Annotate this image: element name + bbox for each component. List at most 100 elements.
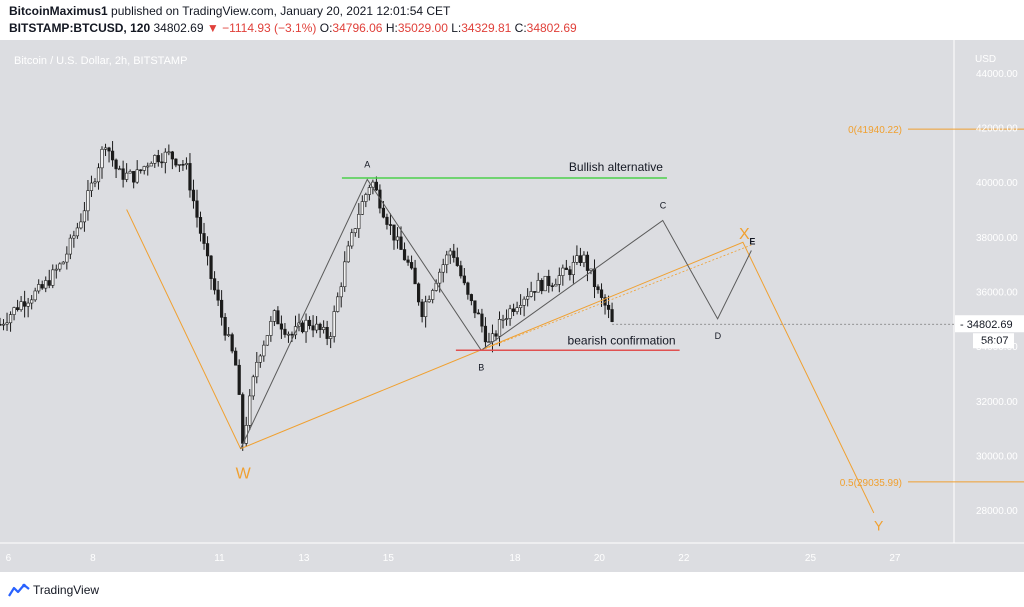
candle-body <box>248 395 252 426</box>
candle-body <box>107 147 111 152</box>
candle-body <box>448 250 452 256</box>
candle-body <box>592 268 597 288</box>
candle-body <box>15 307 20 311</box>
candle-body <box>51 269 55 286</box>
low-label: L: <box>451 21 462 35</box>
candle-body <box>205 243 210 257</box>
candle-body <box>339 286 343 298</box>
wave-label-y: Y <box>874 518 884 534</box>
candle-body <box>132 171 136 183</box>
candle-body <box>237 364 241 395</box>
candle-body <box>177 164 182 166</box>
wxy-orange-line <box>126 209 875 514</box>
candle-body <box>490 333 495 342</box>
candle-body <box>350 232 354 247</box>
candle-body <box>336 296 340 312</box>
fib-level-label: 0(41940.22) <box>848 125 902 136</box>
candle-body <box>536 280 540 293</box>
candle-body <box>392 224 396 241</box>
candle-body <box>589 268 593 271</box>
candle-body <box>202 233 206 244</box>
last-price-box <box>955 315 1024 333</box>
candle-body <box>223 317 227 336</box>
candle-body <box>167 151 171 154</box>
y-tick-label: 34000.00 <box>976 342 1018 353</box>
candle-body <box>346 245 350 263</box>
candle-body <box>445 254 449 266</box>
x-tick-label: 13 <box>298 553 310 564</box>
ohlc-line: BITSTAMP:BTCUSD, 120 34802.69 ▼ −1114.93… <box>9 21 577 35</box>
candle-body <box>79 221 83 229</box>
candle-body <box>212 278 217 291</box>
candle-body <box>571 261 575 275</box>
candle-body <box>61 261 65 265</box>
candle-body <box>149 163 153 167</box>
candle-body <box>65 253 69 263</box>
candle-body <box>431 290 435 300</box>
high-label: H: <box>385 21 398 35</box>
candle-body <box>135 169 139 183</box>
candle-body <box>188 163 192 191</box>
bullish-alternative-label: Bullish alternative <box>569 160 663 174</box>
candle-body <box>424 301 428 317</box>
candle-body <box>44 280 48 289</box>
candle-body <box>385 216 389 225</box>
candle-body <box>322 326 326 330</box>
author-name[interactable]: BitcoinMaximus1 <box>9 4 108 18</box>
candle-body <box>360 201 364 215</box>
candle-body <box>388 224 393 226</box>
x-tick-label: 15 <box>383 553 395 564</box>
candle-body <box>1 323 6 326</box>
candle-body <box>255 361 259 378</box>
candle-body <box>575 255 579 263</box>
y-tick-label: 28000.00 <box>976 506 1018 517</box>
wave-label-b: B <box>478 362 484 372</box>
triangle-boundary-line <box>481 244 752 351</box>
candle-body <box>30 299 34 304</box>
candle-body <box>293 326 298 336</box>
candle-body <box>473 300 477 314</box>
close-value: 34802.69 <box>526 21 577 35</box>
annotation-layer: Bullish alternative bearish confirmation W… <box>126 125 1024 534</box>
candle-body <box>547 275 551 286</box>
low-value: 34329.81 <box>461 21 512 35</box>
candle-body <box>452 250 456 258</box>
price-change: −1114.93 (−3.1%) <box>222 21 317 35</box>
candle-body <box>125 172 129 180</box>
candle-body <box>195 200 199 218</box>
candle-body <box>19 301 23 311</box>
candle-body <box>86 190 90 212</box>
candle-body <box>585 254 590 271</box>
time-axis[interactable]: 6 8 11 13 15 18 20 22 25 27 <box>6 553 901 564</box>
candle-body <box>75 227 79 237</box>
candle-body <box>142 166 146 171</box>
candle-body <box>483 325 488 343</box>
candle-body <box>494 333 498 337</box>
candle-body <box>40 284 44 289</box>
candle-body <box>68 237 72 255</box>
candle-body <box>191 189 196 202</box>
price-axis[interactable]: 28000.00 30000.00 32000.00 34000.00 36000.00… <box>976 69 1018 517</box>
last-price-label: - 34802.69 <box>960 319 1013 331</box>
candle-body <box>272 310 276 322</box>
y-tick-label: 44000.00 <box>976 69 1018 80</box>
candle-body <box>554 284 558 287</box>
x-tick-label: 20 <box>594 553 606 564</box>
candle-body <box>462 275 466 284</box>
candle-body <box>23 301 27 307</box>
candle-body <box>367 187 371 195</box>
candle-body <box>300 322 305 333</box>
candle-body <box>522 298 526 306</box>
candle-body <box>93 181 97 184</box>
price-chart[interactable]: Bitcoin / U.S. Dollar, 2h, BITSTAMP USD … <box>0 40 1024 572</box>
candle-body <box>184 163 189 166</box>
tradingview-footer[interactable]: TradingView <box>8 581 99 599</box>
candle-body <box>606 304 611 310</box>
candle-body <box>343 261 347 288</box>
candle-body <box>110 150 115 161</box>
candle-body <box>578 255 583 263</box>
candle-body <box>596 286 600 291</box>
candle-body <box>121 168 125 180</box>
wave-label-w: W <box>236 466 252 483</box>
candle-body <box>72 235 76 239</box>
